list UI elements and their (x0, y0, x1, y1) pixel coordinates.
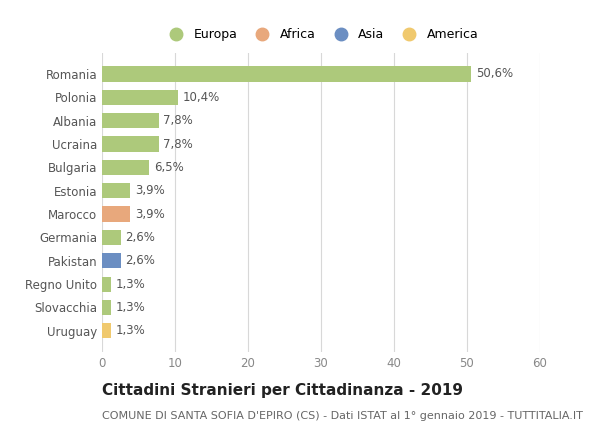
Bar (102, 183, 130, 198)
Text: 1,3%: 1,3% (116, 301, 146, 314)
Text: 2,6%: 2,6% (125, 254, 155, 267)
Bar (102, 160, 149, 175)
Bar (102, 113, 159, 128)
Text: 50,6%: 50,6% (476, 67, 513, 81)
Text: Cittadini Stranieri per Cittadinanza - 2019: Cittadini Stranieri per Cittadinanza - 2… (102, 383, 463, 398)
Legend: Europa, Africa, Asia, America: Europa, Africa, Asia, America (158, 23, 484, 46)
Bar (102, 206, 130, 222)
Text: 1,3%: 1,3% (116, 278, 146, 290)
Text: 7,8%: 7,8% (163, 114, 193, 127)
Bar (102, 136, 159, 152)
Text: 3,9%: 3,9% (135, 184, 164, 197)
Bar (102, 323, 112, 338)
Bar (102, 300, 112, 315)
Bar (102, 66, 472, 81)
Text: 7,8%: 7,8% (163, 138, 193, 150)
Text: 6,5%: 6,5% (154, 161, 184, 174)
Text: COMUNE DI SANTA SOFIA D'EPIRO (CS) - Dati ISTAT al 1° gennaio 2019 - TUTTITALIA.: COMUNE DI SANTA SOFIA D'EPIRO (CS) - Dat… (102, 411, 583, 422)
Bar (102, 276, 112, 292)
Text: 2,6%: 2,6% (125, 231, 155, 244)
Bar (102, 253, 121, 268)
Bar (102, 90, 178, 105)
Text: 1,3%: 1,3% (116, 324, 146, 337)
Text: 10,4%: 10,4% (182, 91, 220, 104)
Text: 3,9%: 3,9% (135, 208, 164, 220)
Bar (102, 230, 121, 245)
